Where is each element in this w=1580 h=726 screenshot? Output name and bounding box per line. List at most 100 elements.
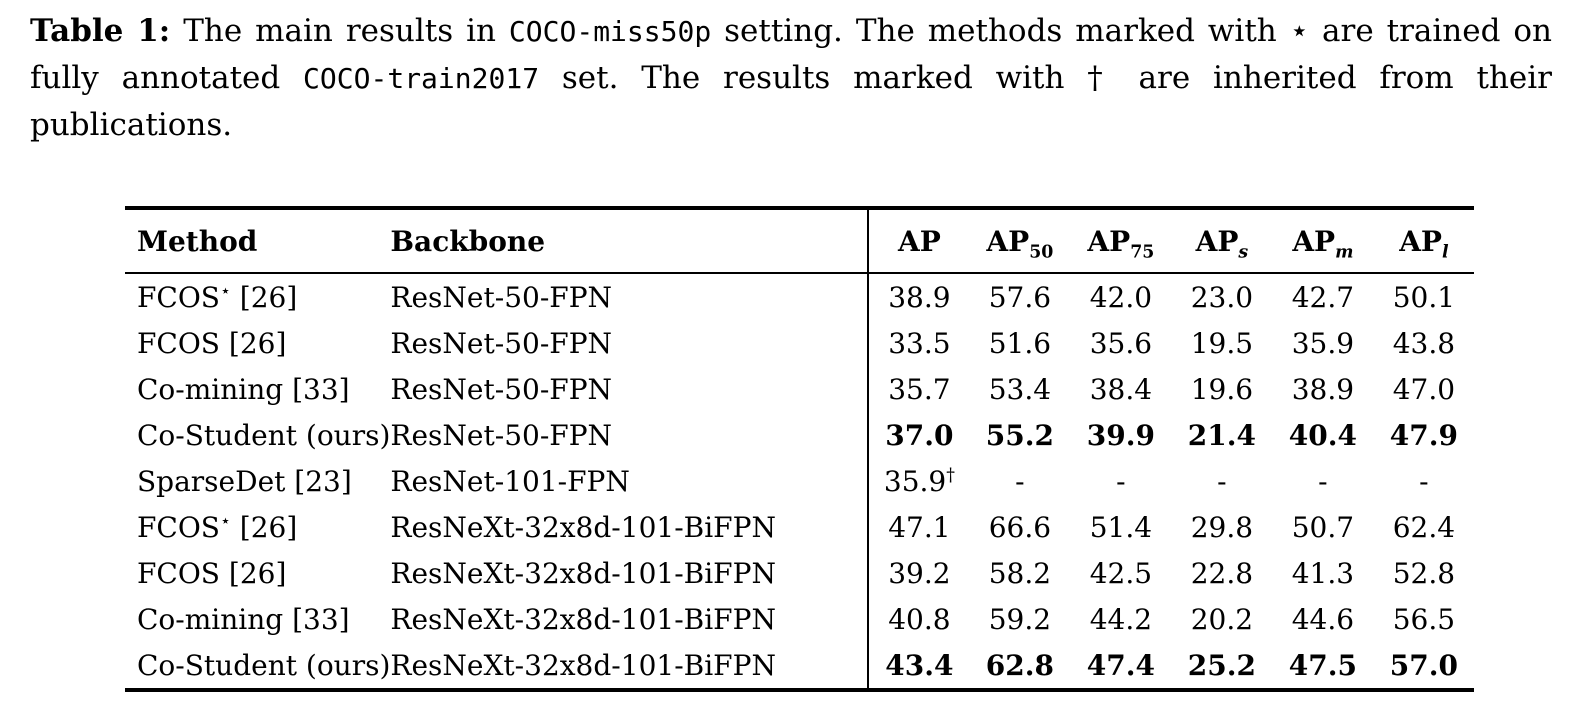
method-cell: FCOS⋆ [26] (137, 510, 298, 544)
table-header: Method Backbone AP AP50 AP75 APs APm APl (125, 208, 1475, 274)
table-caption: Table 1: The main results in COCO-miss50… (30, 8, 1552, 149)
value-cell: 50.7 (1291, 510, 1355, 544)
value-cell: - (1318, 464, 1328, 498)
table-row: FCOS [26] ResNet-50-FPN 33.5 51.6 35.6 19.5 35… (125, 320, 1474, 366)
value-cell: 59.2 (988, 602, 1052, 636)
method-cell: SparseDet [23] (137, 464, 352, 498)
col-header-backbone: Backbone (390, 208, 869, 274)
table-row: FCOS⋆ [26] ResNeXt-32x8d-101-BiFPN 47.1 66.… (125, 504, 1474, 550)
value-cell: 57.6 (988, 280, 1052, 314)
value-cell: 19.6 (1190, 372, 1254, 406)
star-marker: ⋆ (220, 281, 231, 302)
table-row: FCOS [26] ResNeXt-32x8d-101-BiFPN 39.2 58.2… (125, 550, 1474, 596)
dagger-marker: † (946, 465, 955, 486)
method-cell: FCOS⋆ [26] (137, 280, 298, 314)
table-body: FCOS⋆ [26] ResNet-50-FPN 38.9 57.6 42.0 23.0 4… (125, 273, 1474, 690)
value-cell: 39.2 (867, 550, 970, 596)
table-row: Co-Student (ours) ResNeXt-32x8d-101-BiFPN… (125, 642, 1474, 690)
value-cell: 35.9† (867, 458, 970, 504)
method-cell: FCOS [26] (137, 556, 287, 590)
header-row: Method Backbone AP AP50 AP75 APs APm APl (125, 208, 1475, 274)
table-row: Co-mining [33] ResNeXt-32x8d-101-BiFPN 40.… (125, 596, 1474, 642)
value-cell: 57.0 (1389, 648, 1458, 682)
value-cell: 62.8 (985, 648, 1054, 682)
backbone-cell: ResNeXt-32x8d-101-BiFPN (390, 510, 776, 544)
caption-segment: COCO-miss50p (508, 15, 712, 48)
value-cell: 42.5 (1089, 556, 1153, 590)
caption-segment: setting. The methods marked with ⋆ are t… (30, 13, 1553, 96)
value-cell: 44.2 (1089, 602, 1153, 636)
table-row: Co-Student (ours) ResNet-50-FPN 37.0 55.2 39… (125, 412, 1474, 458)
value-cell: 56.5 (1392, 602, 1456, 636)
value-cell: 21.4 (1187, 418, 1256, 452)
value-cell: 53.4 (988, 372, 1052, 406)
value-cell: 62.4 (1392, 510, 1456, 544)
value-cell: - (1217, 464, 1227, 498)
caption-segment: set. The results marked with † are inher… (30, 60, 1552, 143)
backbone-cell: ResNet-101-FPN (390, 464, 630, 498)
value-cell: - (1015, 464, 1025, 498)
value-cell: 22.8 (1190, 556, 1254, 590)
value-cell: 23.0 (1190, 280, 1254, 314)
value-cell: 51.6 (988, 326, 1052, 360)
backbone-cell: ResNet-50-FPN (390, 418, 613, 452)
backbone-cell: ResNeXt-32x8d-101-BiFPN (390, 602, 776, 636)
value-cell: 35.6 (1089, 326, 1153, 360)
method-cell: FCOS [26] (137, 326, 287, 360)
caption-segment: Table 1: (30, 13, 171, 49)
header-subscript: m (1335, 242, 1354, 263)
col-header-ap75: AP75 (1070, 208, 1172, 274)
table-row: FCOS⋆ [26] ResNet-50-FPN 38.9 57.6 42.0 23.0 4… (125, 273, 1474, 320)
value-cell: 33.5 (867, 320, 970, 366)
col-header-aps: APs (1171, 208, 1273, 274)
value-cell: 35.7 (867, 366, 970, 412)
value-cell: 52.8 (1392, 556, 1456, 590)
value-cell: 43.4 (867, 642, 970, 690)
col-header-method: Method (125, 208, 391, 274)
value-cell: 38.4 (1089, 372, 1153, 406)
col-header-ap50: AP50 (969, 208, 1071, 274)
method-cell: Co-Student (ours) (137, 418, 391, 452)
backbone-cell: ResNeXt-32x8d-101-BiFPN (390, 648, 776, 682)
header-subscript: l (1441, 242, 1449, 263)
header-subscript: 50 (1029, 242, 1054, 263)
value-cell: 42.7 (1291, 280, 1355, 314)
backbone-cell: ResNet-50-FPN (390, 280, 613, 314)
star-marker: ⋆ (220, 511, 231, 532)
value-cell: 20.2 (1190, 602, 1254, 636)
value-cell: 29.8 (1190, 510, 1254, 544)
col-header-ap: AP (867, 208, 970, 274)
backbone-cell: ResNet-50-FPN (390, 372, 613, 406)
value-cell: 43.8 (1392, 326, 1456, 360)
caption-segment: The main results in (170, 13, 509, 49)
value-cell: 38.9 (867, 273, 970, 320)
col-header-apl: APl (1373, 208, 1475, 274)
backbone-cell: ResNeXt-32x8d-101-BiFPN (390, 556, 776, 590)
value-cell: 58.2 (988, 556, 1052, 590)
table-row: SparseDet [23] ResNet-101-FPN 35.9† - - - - - (125, 458, 1474, 504)
value-cell: 35.9 (1291, 326, 1355, 360)
value-cell: 25.2 (1187, 648, 1256, 682)
value-cell: 47.4 (1086, 648, 1155, 682)
value-cell: 38.9 (1291, 372, 1355, 406)
value-cell: 55.2 (985, 418, 1054, 452)
value-cell: 19.5 (1190, 326, 1254, 360)
method-cell: Co-mining [33] (137, 372, 350, 406)
method-cell: Co-mining [33] (137, 602, 350, 636)
value-cell: 39.9 (1086, 418, 1155, 452)
value-cell: 47.5 (1288, 648, 1357, 682)
value-cell: 37.0 (867, 412, 970, 458)
value-cell: - (1116, 464, 1126, 498)
value-cell: 51.4 (1089, 510, 1153, 544)
value-cell: 40.8 (867, 596, 970, 642)
header-subscript: 75 (1130, 242, 1155, 263)
value-cell: 66.6 (988, 510, 1052, 544)
table-row: Co-mining [33] ResNet-50-FPN 35.7 53.4 38.4 1… (125, 366, 1474, 412)
value-cell: 47.9 (1389, 418, 1458, 452)
value-cell: 44.6 (1291, 602, 1355, 636)
value-cell: - (1419, 464, 1429, 498)
value-cell: 47.0 (1392, 372, 1456, 406)
value-cell: 40.4 (1288, 418, 1357, 452)
results-table: Method Backbone AP AP50 AP75 APs APm APl FCOS⋆ … (125, 206, 1475, 692)
